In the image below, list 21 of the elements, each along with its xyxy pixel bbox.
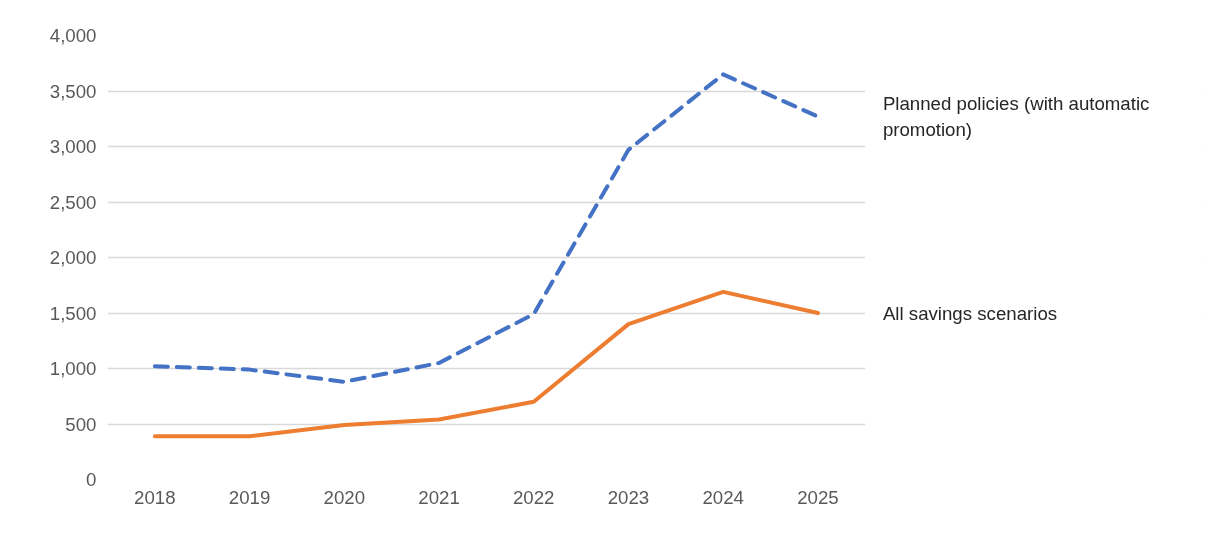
y-tick-label: 3,500 [49,80,97,102]
y-tick-label: 2,500 [49,191,97,213]
y-tick-label: 0 [86,469,97,490]
line-series [152,72,820,384]
y-tick-label: 500 [65,413,97,435]
text: All savings scenarios [882,302,1058,324]
line-series [152,289,820,439]
x-tick-label: 2024 [702,486,744,508]
x-tick-label: 2021 [418,486,460,508]
x-tick-label: 2025 [797,486,839,508]
y-tick-label: 1,000 [49,358,97,379]
x-tick-label: 2022 [512,486,555,508]
x-tick-label: 2020 [323,486,366,508]
x-tick-label: 2019 [228,486,271,508]
y-tick-label: 2,000 [49,247,97,268]
y-tick-label: 3,000 [49,136,97,157]
text: Planned policies (with automatic promotion) [882,93,1150,140]
x-tick-label: 2018 [134,486,176,508]
y-tick-label: 4,000 [49,25,97,46]
x-tick-label: 2023 [607,486,650,508]
y-tick-label: 1,500 [49,302,97,324]
